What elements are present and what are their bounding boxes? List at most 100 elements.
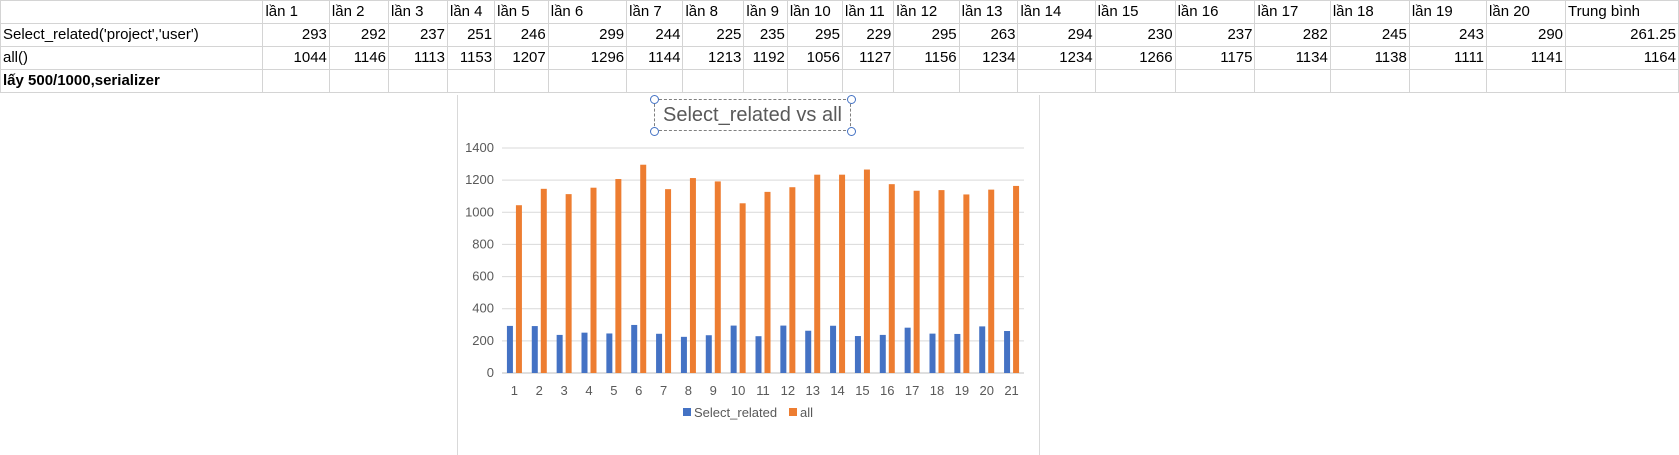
cell[interactable] — [682, 69, 745, 93]
cell[interactable]: 244 — [626, 23, 684, 47]
cell[interactable]: 1144 — [626, 46, 684, 70]
cell[interactable]: 1141 — [1486, 46, 1567, 70]
cell[interactable]: 237 — [387, 23, 449, 47]
cell[interactable]: 243 — [1408, 23, 1488, 47]
cell[interactable]: 230 — [1094, 23, 1176, 47]
cell[interactable]: 235 — [743, 23, 788, 47]
cell[interactable]: lần 4 — [446, 0, 496, 24]
bar-all — [888, 184, 895, 373]
cell[interactable]: lần 9 — [743, 0, 788, 24]
bar-select-related — [854, 336, 861, 373]
cell[interactable]: lần 5 — [494, 0, 549, 24]
bar-select-related — [730, 325, 737, 373]
cell[interactable]: 1044 — [262, 46, 330, 70]
cell[interactable] — [893, 69, 960, 93]
cell[interactable]: 1113 — [387, 46, 449, 70]
spreadsheet-grid[interactable]: lần 1 lần 2 lần 3 lần 4 lần 5 lần 6 lần 7 lần 8… — [0, 0, 1679, 93]
cell[interactable]: 263 — [958, 23, 1019, 47]
cell[interactable] — [1094, 69, 1176, 93]
cell[interactable]: 282 — [1254, 23, 1331, 47]
cell[interactable] — [958, 69, 1019, 93]
cell[interactable]: 299 — [547, 23, 628, 47]
cell[interactable] — [494, 69, 549, 93]
title-handle-tl[interactable] — [650, 95, 659, 104]
cell[interactable]: lần 15 — [1094, 0, 1176, 24]
cell[interactable]: 1153 — [446, 46, 496, 70]
cell[interactable]: lần 20 — [1486, 0, 1567, 24]
title-handle-bl[interactable] — [650, 127, 659, 136]
title-handle-br[interactable] — [847, 127, 856, 136]
cell[interactable]: lần 19 — [1408, 0, 1488, 24]
cell[interactable] — [626, 69, 684, 93]
cell[interactable]: Select_related('project','user') — [0, 23, 264, 47]
cell[interactable]: 1296 — [547, 46, 628, 70]
cell[interactable]: 251 — [446, 23, 496, 47]
cell[interactable]: lần 17 — [1254, 0, 1331, 24]
cell[interactable] — [1329, 69, 1410, 93]
cell[interactable]: 295 — [893, 23, 960, 47]
cell[interactable]: lần 3 — [387, 0, 449, 24]
cell[interactable]: 295 — [786, 23, 844, 47]
cell[interactable]: 1213 — [682, 46, 745, 70]
cell[interactable]: 246 — [494, 23, 549, 47]
cell[interactable]: 1192 — [743, 46, 788, 70]
cell[interactable]: 1164 — [1565, 46, 1679, 70]
cell[interactable]: 1134 — [1254, 46, 1331, 70]
cell[interactable]: Trung bình — [1565, 0, 1679, 24]
cell[interactable]: lần 1 — [262, 0, 330, 24]
cell[interactable]: 1156 — [893, 46, 960, 70]
cell[interactable]: lần 16 — [1174, 0, 1256, 24]
cell[interactable]: 245 — [1329, 23, 1410, 47]
chart-area[interactable]: 0 200 400 600 800 1000 1200 1400 1 2 3 4 5 6 7 8 9 10 11 12… — [457, 95, 1040, 455]
cell[interactable]: 1207 — [494, 46, 549, 70]
cell[interactable] — [387, 69, 449, 93]
cell[interactable] — [262, 69, 330, 93]
cell[interactable] — [743, 69, 788, 93]
cell[interactable]: 1234 — [1017, 46, 1096, 70]
cell[interactable] — [1565, 69, 1679, 93]
cell[interactable] — [0, 0, 264, 24]
cell[interactable]: 229 — [841, 23, 895, 47]
bar-select-related — [506, 325, 513, 373]
cell[interactable] — [547, 69, 628, 93]
cell[interactable] — [1408, 69, 1488, 93]
cell[interactable]: lần 12 — [893, 0, 960, 24]
cell[interactable]: lần 6 — [547, 0, 628, 24]
cell[interactable] — [1486, 69, 1567, 93]
cell[interactable]: lấy 500/1000,serializer — [0, 69, 264, 93]
cell[interactable]: lần 14 — [1017, 0, 1096, 24]
cell[interactable] — [328, 69, 389, 93]
cell[interactable]: 1127 — [841, 46, 895, 70]
cell[interactable]: 237 — [1174, 23, 1256, 47]
cell[interactable]: 1111 — [1408, 46, 1488, 70]
cell[interactable]: lần 8 — [682, 0, 745, 24]
cell[interactable]: 1138 — [1329, 46, 1410, 70]
title-handle-tr[interactable] — [847, 95, 856, 104]
cell[interactable]: lần 10 — [786, 0, 844, 24]
cell[interactable]: lần 11 — [841, 0, 895, 24]
bar-all — [863, 169, 870, 373]
cell[interactable]: 1175 — [1174, 46, 1256, 70]
cell[interactable]: 294 — [1017, 23, 1096, 47]
cell[interactable]: 1266 — [1094, 46, 1176, 70]
cell[interactable] — [446, 69, 496, 93]
cell[interactable]: lần 2 — [328, 0, 389, 24]
cell[interactable]: 1146 — [328, 46, 389, 70]
cell[interactable]: lần 13 — [958, 0, 1019, 24]
cell[interactable]: all() — [0, 46, 264, 70]
cell[interactable]: 293 — [262, 23, 330, 47]
cell[interactable]: 1234 — [958, 46, 1019, 70]
cell[interactable]: 225 — [682, 23, 745, 47]
cell[interactable]: 1056 — [786, 46, 844, 70]
cell[interactable]: 292 — [328, 23, 389, 47]
cell[interactable] — [786, 69, 844, 93]
chart-title[interactable]: Select_related vs all — [654, 99, 851, 131]
cell[interactable] — [841, 69, 895, 93]
cell[interactable]: lần 7 — [626, 0, 684, 24]
cell[interactable] — [1254, 69, 1331, 93]
cell[interactable]: lần 18 — [1329, 0, 1410, 24]
cell[interactable] — [1017, 69, 1096, 93]
cell[interactable]: 261.25 — [1565, 23, 1679, 47]
cell[interactable]: 290 — [1486, 23, 1567, 47]
cell[interactable] — [1174, 69, 1256, 93]
